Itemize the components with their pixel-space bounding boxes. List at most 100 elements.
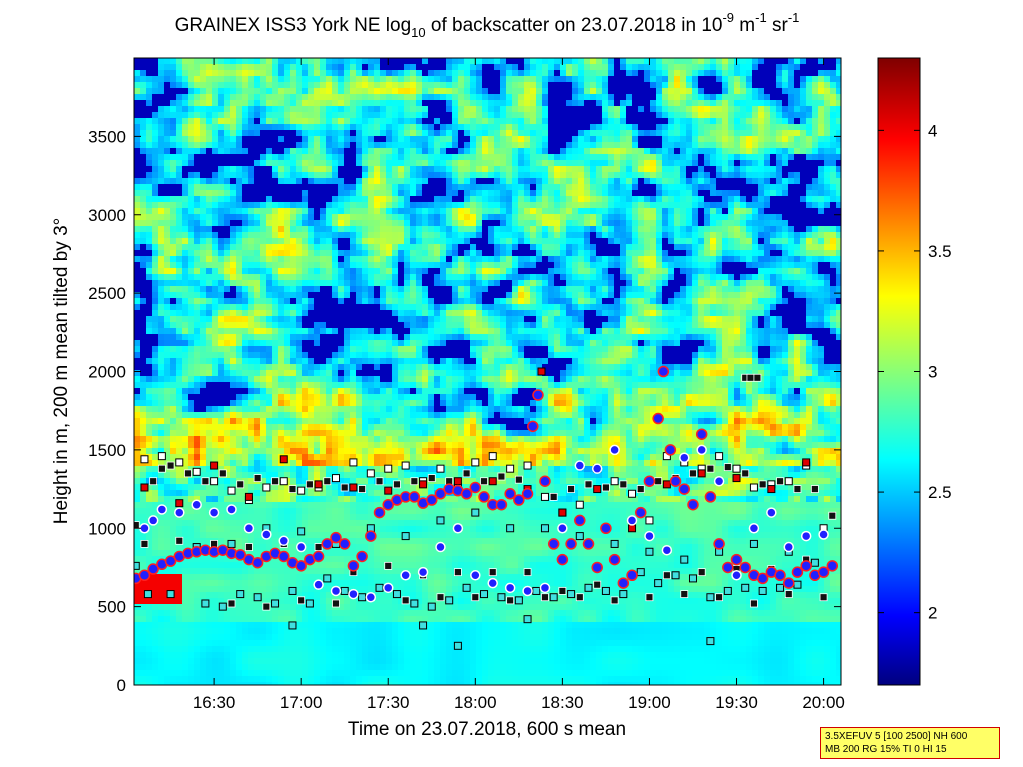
heatmap-cell xyxy=(422,106,429,113)
heatmap-cell xyxy=(416,196,423,203)
heatmap-cell xyxy=(746,148,753,155)
heatmap-cell xyxy=(836,58,841,65)
heatmap-cell xyxy=(494,124,501,131)
heatmap-cell xyxy=(608,184,615,191)
heatmap-cell xyxy=(770,178,777,185)
heatmap-cell xyxy=(356,292,363,299)
heatmap-cell xyxy=(830,160,837,167)
heatmap-cell xyxy=(830,286,837,293)
heatmap-cell xyxy=(476,286,483,293)
heatmap-cell xyxy=(650,256,657,263)
heatmap-cell xyxy=(464,160,471,167)
heatmap-cell xyxy=(830,238,837,245)
heatmap-cell xyxy=(794,256,801,263)
heatmap-cell xyxy=(338,184,345,191)
heatmap-cell xyxy=(182,160,189,167)
heatmap-cell xyxy=(350,238,357,245)
heatmap-cell xyxy=(770,100,777,107)
heatmap-cell xyxy=(614,94,621,101)
heatmap-cell xyxy=(224,310,231,317)
heatmap-cell xyxy=(314,166,321,173)
heatmap-cell xyxy=(170,274,177,281)
heatmap-cell xyxy=(560,112,567,119)
heatmap-cell xyxy=(440,112,447,119)
heatmap-cell xyxy=(794,220,801,227)
heatmap-cell xyxy=(350,268,357,275)
heatmap-cell xyxy=(662,118,669,125)
heatmap-cell xyxy=(170,184,177,191)
heatmap-cell xyxy=(332,232,339,239)
heatmap-cell xyxy=(500,136,507,143)
heatmap-cell xyxy=(344,58,351,65)
heatmap-cell xyxy=(524,172,531,179)
heatmap-cell xyxy=(398,292,405,299)
heatmap-cell xyxy=(260,202,267,209)
heatmap-cell xyxy=(194,190,201,197)
heatmap-cell xyxy=(674,64,681,71)
heatmap-cell xyxy=(632,268,639,275)
heatmap-cell xyxy=(692,226,699,233)
heatmap-cell xyxy=(584,208,591,215)
heatmap-cell xyxy=(698,190,705,197)
heatmap-cell xyxy=(680,70,687,77)
heatmap-cell xyxy=(494,190,501,197)
heatmap-cell xyxy=(818,160,825,167)
heatmap-cell xyxy=(170,238,177,245)
heatmap-cell xyxy=(260,184,267,191)
heatmap-cell xyxy=(308,64,315,71)
heatmap-cell xyxy=(134,214,141,221)
heatmap-cell xyxy=(140,268,147,275)
heatmap-cell xyxy=(410,262,417,269)
heatmap-cell xyxy=(464,184,471,191)
heatmap-cell xyxy=(518,286,525,293)
heatmap-cell xyxy=(716,118,723,125)
heatmap-cell xyxy=(746,100,753,107)
heatmap-cell xyxy=(332,88,339,95)
heatmap-cell xyxy=(680,256,687,263)
heatmap-cell xyxy=(362,298,369,305)
heatmap-cell xyxy=(260,148,267,155)
heatmap-cell xyxy=(434,178,441,185)
heatmap-cell xyxy=(470,262,477,269)
heatmap-cell xyxy=(548,154,555,161)
heatmap-cell xyxy=(836,106,841,113)
heatmap-cell xyxy=(344,190,351,197)
heatmap-cell xyxy=(392,250,399,257)
heatmap-cell xyxy=(302,226,309,233)
heatmap-cell xyxy=(392,100,399,107)
heatmap-cell xyxy=(380,304,387,311)
heatmap-cell xyxy=(266,232,273,239)
heatmap-cell xyxy=(548,58,555,65)
heatmap-cell xyxy=(302,82,309,89)
heatmap-cell xyxy=(722,100,729,107)
heatmap-cell xyxy=(554,208,561,215)
heatmap-cell xyxy=(170,298,177,305)
heatmap-cell xyxy=(578,178,585,185)
heatmap-cell xyxy=(788,142,795,149)
heatmap-cell xyxy=(530,106,537,113)
heatmap-cell xyxy=(584,244,591,251)
heatmap-cell xyxy=(656,76,663,83)
heatmap-cell xyxy=(272,292,279,299)
heatmap-cell xyxy=(518,82,525,89)
heatmap-cell xyxy=(206,82,213,89)
heatmap-cell xyxy=(758,64,765,71)
heatmap-cell xyxy=(812,280,819,287)
heatmap-cell xyxy=(632,184,639,191)
heatmap-cell xyxy=(182,262,189,269)
heatmap-cell xyxy=(656,100,663,107)
heatmap-cell xyxy=(554,244,561,251)
heatmap-cell xyxy=(230,106,237,113)
heatmap-cell xyxy=(152,130,159,137)
heatmap-cell xyxy=(806,94,813,101)
heatmap-cell xyxy=(728,148,735,155)
heatmap-cell xyxy=(476,256,483,263)
heatmap-cell xyxy=(470,220,477,227)
heatmap-cell xyxy=(548,172,555,179)
heatmap-cell xyxy=(278,202,285,209)
heatmap-cell xyxy=(224,190,231,197)
heatmap-cell xyxy=(518,196,525,203)
heatmap-cell xyxy=(440,136,447,143)
heatmap-cell xyxy=(182,184,189,191)
heatmap-cell xyxy=(656,286,663,293)
